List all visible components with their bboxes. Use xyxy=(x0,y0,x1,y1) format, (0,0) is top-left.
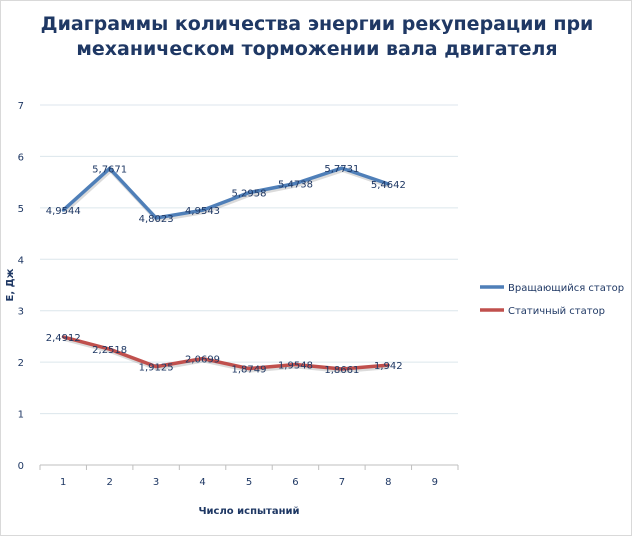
series-line-1 xyxy=(62,166,389,220)
x-axis-label: Число испытаний xyxy=(198,506,299,517)
data-label: 1,9125 xyxy=(139,363,174,374)
data-point xyxy=(201,208,205,212)
chart-title-line-2: механическом торможении вала двигателя xyxy=(76,38,557,60)
y-tick-label: 6 xyxy=(18,152,24,163)
legend-label: Вращающийся статор xyxy=(508,283,624,294)
data-label: 5,7731 xyxy=(324,164,359,175)
y-tick-label: 5 xyxy=(18,204,24,215)
data-label: 5,4738 xyxy=(278,179,313,190)
x-tick-label: 6 xyxy=(292,477,298,488)
data-label: 4,9543 xyxy=(185,206,220,217)
data-label: 4,9544 xyxy=(46,206,81,217)
data-label: 1,8749 xyxy=(232,365,267,376)
data-label: 1,8661 xyxy=(324,365,359,376)
data-label: 5,4642 xyxy=(371,180,406,191)
data-point xyxy=(386,182,390,186)
y-axis-label: E, Дж xyxy=(5,268,16,301)
data-point xyxy=(61,208,65,212)
x-tick-label: 5 xyxy=(246,477,252,488)
x-tick-label: 8 xyxy=(385,477,391,488)
x-tick-label: 7 xyxy=(339,477,345,488)
data-point xyxy=(293,181,297,185)
x-tick-label: 1 xyxy=(60,477,66,488)
data-point xyxy=(201,357,205,361)
data-label: 5,2958 xyxy=(232,189,267,200)
data-label: 4,8023 xyxy=(139,214,174,225)
data-point xyxy=(61,335,65,339)
data-point xyxy=(340,367,344,371)
data-point xyxy=(340,166,344,170)
data-label: 2,2518 xyxy=(92,345,127,356)
y-tick-label: 4 xyxy=(18,255,24,266)
y-tick-label: 1 xyxy=(18,410,24,421)
data-point xyxy=(108,347,112,351)
y-tick-label: 0 xyxy=(18,461,24,472)
x-tick-label: 4 xyxy=(199,477,205,488)
legend-label: Статичный статор xyxy=(508,306,605,317)
data-point xyxy=(247,191,251,195)
data-point xyxy=(154,216,158,220)
x-tick-label: 3 xyxy=(153,477,159,488)
data-label: 1,9548 xyxy=(278,360,313,371)
series-shadow xyxy=(62,167,390,223)
x-tick-label: 2 xyxy=(106,477,112,488)
data-point xyxy=(154,365,158,369)
data-label: 2,4912 xyxy=(46,333,81,344)
data-point xyxy=(386,363,390,367)
data-label: 1,942 xyxy=(374,361,403,372)
chart-title-line-1: Диаграммы количества энергии рекуперации… xyxy=(41,13,594,35)
series-line-2 xyxy=(62,335,389,371)
data-label: 5,7671 xyxy=(92,164,127,175)
x-tick-label: 9 xyxy=(432,477,438,488)
data-point xyxy=(108,166,112,170)
y-tick-label: 3 xyxy=(18,307,24,318)
y-tick-label: 7 xyxy=(18,101,24,112)
data-point xyxy=(293,362,297,366)
y-tick-label: 2 xyxy=(18,358,24,369)
data-label: 2,0699 xyxy=(185,355,220,366)
data-point xyxy=(247,367,251,371)
